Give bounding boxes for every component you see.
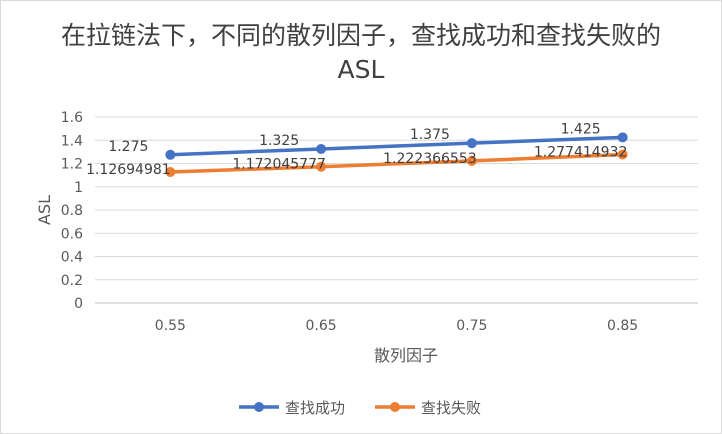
x-tick-label: 0.85 <box>607 318 638 334</box>
x-tick-label: 0.55 <box>155 318 186 334</box>
data-label-1: 1.275 <box>108 139 148 155</box>
data-label-1: 1.425 <box>561 121 601 137</box>
y-tick-label: 1.2 <box>61 157 83 173</box>
data-label-2: 1.277414932 <box>534 145 628 161</box>
chart-title: 在拉链法下，不同的散列因子，查找成功和查找失败的ASL <box>60 21 661 84</box>
data-point-1 <box>617 132 628 143</box>
y-tick-label: 1.6 <box>61 110 83 126</box>
legend-marker-2 <box>390 402 400 412</box>
data-point-1 <box>316 143 327 154</box>
data-point-2 <box>617 149 628 160</box>
data-label-2: 1.12694981 <box>86 162 171 178</box>
x-axis-title: 散列因子 <box>374 346 438 365</box>
legend-marker-1 <box>254 402 264 412</box>
x-tick-label: 0.65 <box>306 318 337 334</box>
y-tick-label: 0.2 <box>61 273 83 289</box>
legend-label-1: 查找成功 <box>285 399 345 417</box>
series-line-1 <box>170 135 623 157</box>
data-point-2 <box>165 166 176 177</box>
y-tick-label: 0.8 <box>61 203 83 219</box>
y-tick-label: 0.4 <box>61 250 83 266</box>
series-line-2 <box>170 152 623 174</box>
data-label-1: 1.325 <box>259 133 299 149</box>
data-label-2: 1.172045777 <box>232 157 326 173</box>
data-point-1 <box>466 138 477 149</box>
data-label-2: 1.222366553 <box>383 151 477 167</box>
data-point-2 <box>466 155 477 166</box>
y-tick-label: 0 <box>74 296 83 312</box>
data-point-1 <box>165 149 176 160</box>
y-tick-label: 0.6 <box>61 226 83 242</box>
x-tick-label: 0.75 <box>456 318 487 334</box>
legend-label-2: 查找失败 <box>421 399 481 417</box>
y-axis-title: ASL <box>35 195 54 225</box>
data-point-2 <box>316 161 327 172</box>
data-label-1: 1.375 <box>410 127 450 143</box>
y-tick-label: 1.4 <box>61 133 83 149</box>
y-tick-label: 1 <box>74 180 83 196</box>
